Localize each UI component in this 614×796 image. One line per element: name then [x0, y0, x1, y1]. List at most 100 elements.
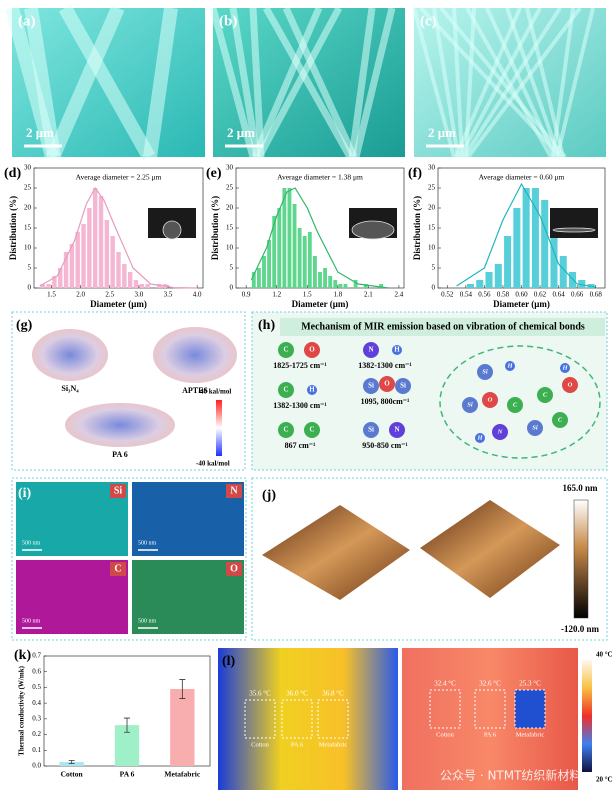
colorbar-label: 20 °C — [596, 776, 613, 784]
afm-surface — [420, 500, 560, 598]
element-tag — [110, 484, 126, 498]
atom-symbol: H — [309, 386, 315, 394]
x-tick-label: 0.54 — [460, 291, 473, 299]
histogram-bar — [541, 200, 549, 288]
panel-label: (g) — [16, 318, 33, 333]
histogram-bar — [312, 256, 317, 288]
histogram-bar — [92, 188, 98, 288]
atom-symbol: H — [506, 362, 513, 369]
histogram-bar — [122, 264, 127, 288]
wavenumber: 1825-1725 cm⁻¹ — [273, 361, 327, 370]
y-tick-label: 25 — [226, 184, 234, 192]
y-tick-label: 0 — [28, 284, 32, 292]
histogram-bar — [485, 272, 493, 288]
histogram-bar — [531, 188, 539, 288]
histogram-bar — [40, 284, 45, 288]
histogram-bar — [302, 236, 307, 288]
molecule-name: PA 6 — [112, 450, 128, 459]
x-tick-label: PA 6 — [120, 770, 135, 779]
histogram-bar — [343, 284, 348, 288]
atom-symbol: H — [476, 434, 483, 441]
histogram-bar — [297, 228, 302, 288]
panel-label: (c) — [420, 13, 437, 29]
x-tick-label: 1.2 — [272, 291, 281, 299]
histogram-bar — [292, 204, 297, 288]
histogram-bar — [578, 280, 586, 288]
element-name: O — [230, 563, 238, 574]
y-tick-label: 30 — [428, 164, 436, 172]
fiber — [458, 7, 542, 158]
atom — [475, 433, 485, 443]
atom — [379, 376, 395, 392]
scale-bar-label: 500 nm — [22, 540, 41, 546]
y-tick-label: 0 — [432, 284, 436, 292]
histogram-bar — [262, 256, 266, 288]
molecule-cluster — [439, 345, 601, 459]
atom-symbol: N — [497, 428, 503, 435]
atom-symbol: C — [543, 391, 548, 398]
element-tag — [226, 562, 242, 576]
x-tick-label: Cotton — [61, 770, 84, 779]
fiber — [348, 7, 376, 158]
atom-symbol: O — [384, 380, 390, 388]
potential-surface — [153, 327, 237, 383]
molecule-name: Si₃N₄ — [61, 384, 79, 393]
histogram-bar — [87, 208, 92, 288]
colorbar-label: -120.0 nm — [561, 624, 600, 634]
annotation: Average diameter = 0.60 μm — [479, 173, 565, 182]
y-tick-label: 15 — [226, 224, 234, 232]
histogram-bar — [69, 244, 75, 288]
x-tick-label: 3.0 — [135, 291, 144, 299]
histogram-bar — [157, 284, 162, 288]
error-bar — [179, 679, 186, 699]
histogram-bar — [104, 220, 110, 288]
histogram-bar — [251, 272, 256, 288]
atom — [562, 377, 578, 393]
fiber — [466, 6, 582, 159]
y-tick-label: 20 — [24, 204, 32, 212]
x-tick-label: 3.5 — [164, 291, 173, 299]
atom-symbol: C — [283, 386, 288, 394]
droplet — [162, 220, 182, 240]
esp-colorbar — [216, 400, 222, 456]
atom — [304, 342, 320, 358]
atom-symbol: Si — [400, 382, 406, 390]
histogram-bar — [139, 284, 145, 288]
histogram-bar — [522, 188, 530, 288]
y-tick-label: 0.4 — [32, 699, 41, 707]
ir-image — [402, 648, 578, 790]
fiber — [262, 6, 354, 159]
histogram-bar — [494, 264, 502, 288]
sample-box — [429, 689, 461, 729]
histogram-bar — [476, 280, 484, 288]
atom-symbol: Si — [482, 368, 488, 375]
atom — [304, 422, 320, 438]
panel-label: (d) — [4, 166, 21, 181]
histogram-bar — [127, 272, 133, 288]
fiber — [24, 6, 61, 159]
y-tick-label: 20 — [428, 204, 436, 212]
histogram-bar — [58, 268, 63, 288]
fiber — [525, 7, 565, 158]
panel-label: (i) — [18, 486, 32, 501]
y-tick-label: 30 — [226, 164, 234, 172]
atom-symbol: Si — [368, 426, 374, 434]
histogram-bar — [277, 208, 282, 288]
atom — [462, 397, 478, 413]
colorbar-label: 40 kal/mol — [200, 388, 231, 396]
scale-bar-label: 500 nm — [138, 618, 157, 624]
x-axis-label: Diameter (μm) — [292, 299, 349, 309]
afm-surface — [262, 505, 410, 600]
sample-box — [474, 689, 506, 729]
potential-surface — [65, 403, 175, 447]
fiber — [419, 6, 563, 159]
atom — [492, 424, 508, 440]
atom — [389, 422, 405, 438]
bar — [170, 689, 195, 766]
x-tick-label: 2.1 — [364, 291, 373, 299]
annotation: Average diameter = 2.25 μm — [76, 173, 162, 182]
atom — [363, 422, 379, 438]
histogram-bar — [379, 284, 384, 288]
colorbar-label: 165.0 nm — [562, 483, 598, 493]
